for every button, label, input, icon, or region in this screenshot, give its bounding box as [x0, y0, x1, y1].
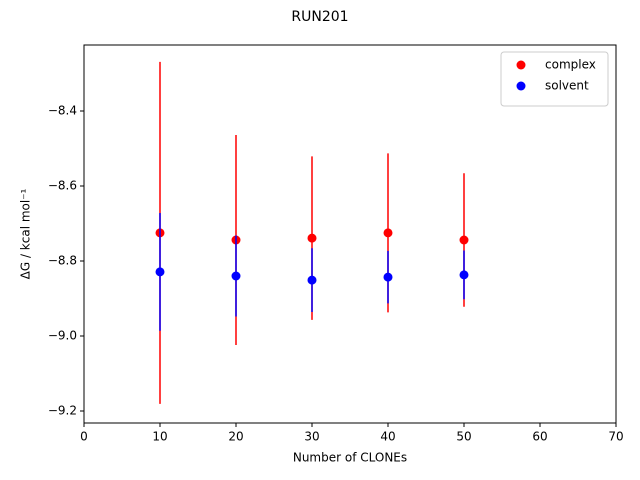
y-tick-label: −8.4 [48, 104, 77, 118]
legend-marker [516, 60, 526, 70]
x-tick-label: 60 [532, 430, 547, 444]
x-tick-label: 70 [608, 430, 623, 444]
point [155, 267, 165, 277]
x-tick-label: 50 [456, 430, 471, 444]
x-tick-label: 40 [380, 430, 395, 444]
chart-title: RUN201 [291, 9, 348, 25]
x-axis-label: Number of CLONEs [293, 451, 407, 465]
point [459, 235, 469, 245]
x-tick-label: 0 [80, 430, 88, 444]
y-tick-label: −8.6 [48, 179, 77, 193]
x-tick-label: 10 [152, 430, 167, 444]
legend-label: solvent [545, 79, 589, 93]
point [307, 233, 317, 243]
x-tick-label: 20 [228, 430, 243, 444]
y-tick-label: −9.0 [48, 329, 77, 343]
y-tick-label: −9.2 [48, 404, 77, 418]
y-axis-label: ΔG / kcal mol⁻¹ [19, 188, 33, 279]
axes-frame [83, 44, 617, 424]
legend-marker [516, 81, 526, 91]
point [383, 272, 393, 282]
y-tick-label: −8.8 [48, 254, 77, 268]
point [231, 271, 241, 281]
x-tick-label: 30 [304, 430, 319, 444]
point [459, 270, 469, 280]
legend-label: complex [545, 58, 596, 72]
legend-box [500, 51, 609, 107]
point [383, 228, 393, 238]
point [307, 275, 317, 285]
